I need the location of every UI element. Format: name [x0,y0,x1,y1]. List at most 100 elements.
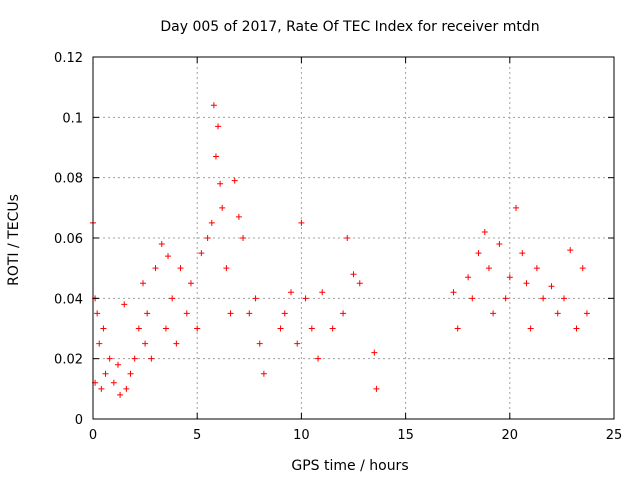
data-point [210,102,217,109]
data-point [94,310,101,317]
x-axis-ticks: 0 5 10 15 20 25 [89,57,622,443]
x-tick-label: 15 [397,428,414,443]
data-point [350,271,357,278]
data-point [287,289,294,296]
data-point [231,177,238,184]
data-point [260,370,267,377]
data-point [208,219,215,226]
x-tick-label: 10 [293,428,310,443]
data-point [115,361,122,368]
data-point [485,265,492,272]
data-point [140,280,147,287]
data-point [527,325,534,332]
data-point [96,340,103,347]
data-point [173,340,180,347]
data-point [98,385,105,392]
data-point [100,325,107,332]
data-point [496,241,503,248]
data-point [583,310,590,317]
data-point [567,247,574,254]
y-tick-label: 0.04 [54,292,83,307]
data-point [102,370,109,377]
data-point [256,340,263,347]
data-point [215,123,222,130]
data-point [277,325,284,332]
y-tick-label: 0.08 [54,172,83,187]
data-point [187,280,194,287]
data-point [340,310,347,317]
data-point [506,274,513,281]
chart-title: Day 005 of 2017, Rate Of TEC Index for r… [160,19,539,35]
data-point [481,228,488,235]
data-point [162,325,169,332]
data-point [158,241,165,248]
data-point [148,355,155,362]
data-point [513,204,520,211]
data-point [475,250,482,257]
data-point [519,250,526,257]
data-point [560,295,567,302]
data-point [152,265,159,272]
data-point [194,325,201,332]
data-point [106,355,113,362]
data-point [177,265,184,272]
data-point [142,340,149,347]
data-point [198,250,205,257]
data-point [217,180,224,187]
data-point [490,310,497,317]
data-point [540,295,547,302]
y-tick-label: 0.12 [54,51,83,66]
data-point [298,219,305,226]
y-tick-label: 0.02 [54,353,83,368]
y-axis-label: ROTI / TECUs [6,194,22,286]
data-point [204,235,211,241]
scatter-points [90,102,590,398]
data-point [110,379,117,386]
data-point [223,265,230,272]
data-point [548,283,555,290]
data-point [371,349,378,356]
data-point [240,235,247,241]
data-point [373,385,380,392]
x-tick-label: 20 [502,428,519,443]
data-point [117,391,124,398]
grid [93,57,614,419]
y-axis-ticks: 0 0.02 0.04 0.06 0.08 0.1 0.12 [54,51,614,428]
data-point [123,385,130,392]
data-point [235,213,242,220]
data-point [319,289,326,296]
data-point [144,310,151,317]
data-point [165,253,172,260]
data-point [294,340,301,347]
data-point [281,310,288,317]
y-tick-label: 0 [75,413,83,428]
data-point [315,355,322,362]
data-point [308,325,315,332]
x-tick-label: 25 [606,428,623,443]
data-point [131,355,138,362]
data-point [246,310,253,317]
data-point [252,295,259,302]
data-point [465,274,472,281]
data-point [227,310,234,317]
data-point [127,370,134,377]
data-point [344,235,351,241]
data-point [121,301,128,308]
y-tick-label: 0.06 [54,232,83,247]
data-point [533,265,540,272]
data-point [302,295,309,302]
data-point [169,295,176,302]
y-tick-label: 0.1 [62,111,83,126]
data-point [450,289,457,296]
data-point [135,325,142,332]
data-point [212,153,219,160]
x-tick-label: 0 [89,428,97,443]
data-point [183,310,190,317]
data-point [356,280,363,287]
x-axis-label: GPS time / hours [291,458,408,474]
data-point [502,295,509,302]
data-point [329,325,336,332]
data-point [523,280,530,287]
data-point [219,204,226,211]
